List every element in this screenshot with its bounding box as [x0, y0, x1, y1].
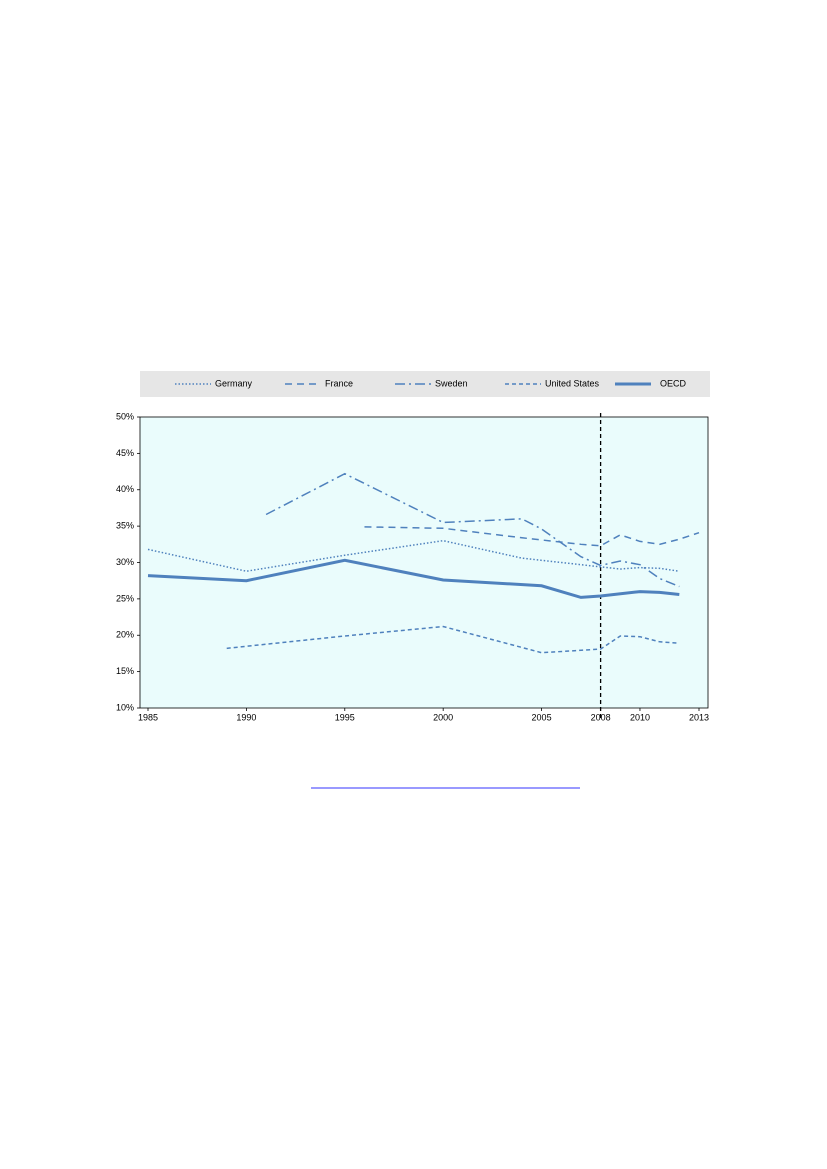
y-tick-label: 20% — [116, 630, 134, 640]
series-line — [147, 539, 680, 572]
x-tick-label: 2005 — [532, 712, 552, 722]
y-tick-label: 15% — [116, 666, 134, 676]
legend-label: France — [325, 378, 353, 388]
x-tick-label: 2000 — [433, 712, 453, 722]
x-tick-label: 2010 — [630, 712, 650, 722]
y-tick-label: 35% — [116, 521, 134, 531]
x-tick-label: 1990 — [236, 712, 256, 722]
y-tick-label: 10% — [116, 702, 134, 712]
legend-label: United States — [545, 378, 600, 388]
x-tick-label: 2013 — [689, 712, 709, 722]
y-tick-label: 50% — [116, 411, 134, 421]
y-tick-label: 40% — [116, 484, 134, 494]
x-tick-label: 1985 — [138, 712, 158, 722]
plot-area — [139, 416, 709, 709]
y-tick-label: 45% — [116, 448, 134, 458]
y-tick-label: 30% — [116, 557, 134, 567]
legend-label: Germany — [215, 378, 253, 388]
series-line — [226, 625, 680, 654]
x-tick-label: 1995 — [335, 712, 355, 722]
legend-label: OECD — [660, 378, 687, 388]
legend-label: Sweden — [435, 378, 468, 388]
series-line — [265, 472, 680, 588]
y-tick-label: 25% — [116, 593, 134, 603]
series-line — [147, 558, 680, 599]
